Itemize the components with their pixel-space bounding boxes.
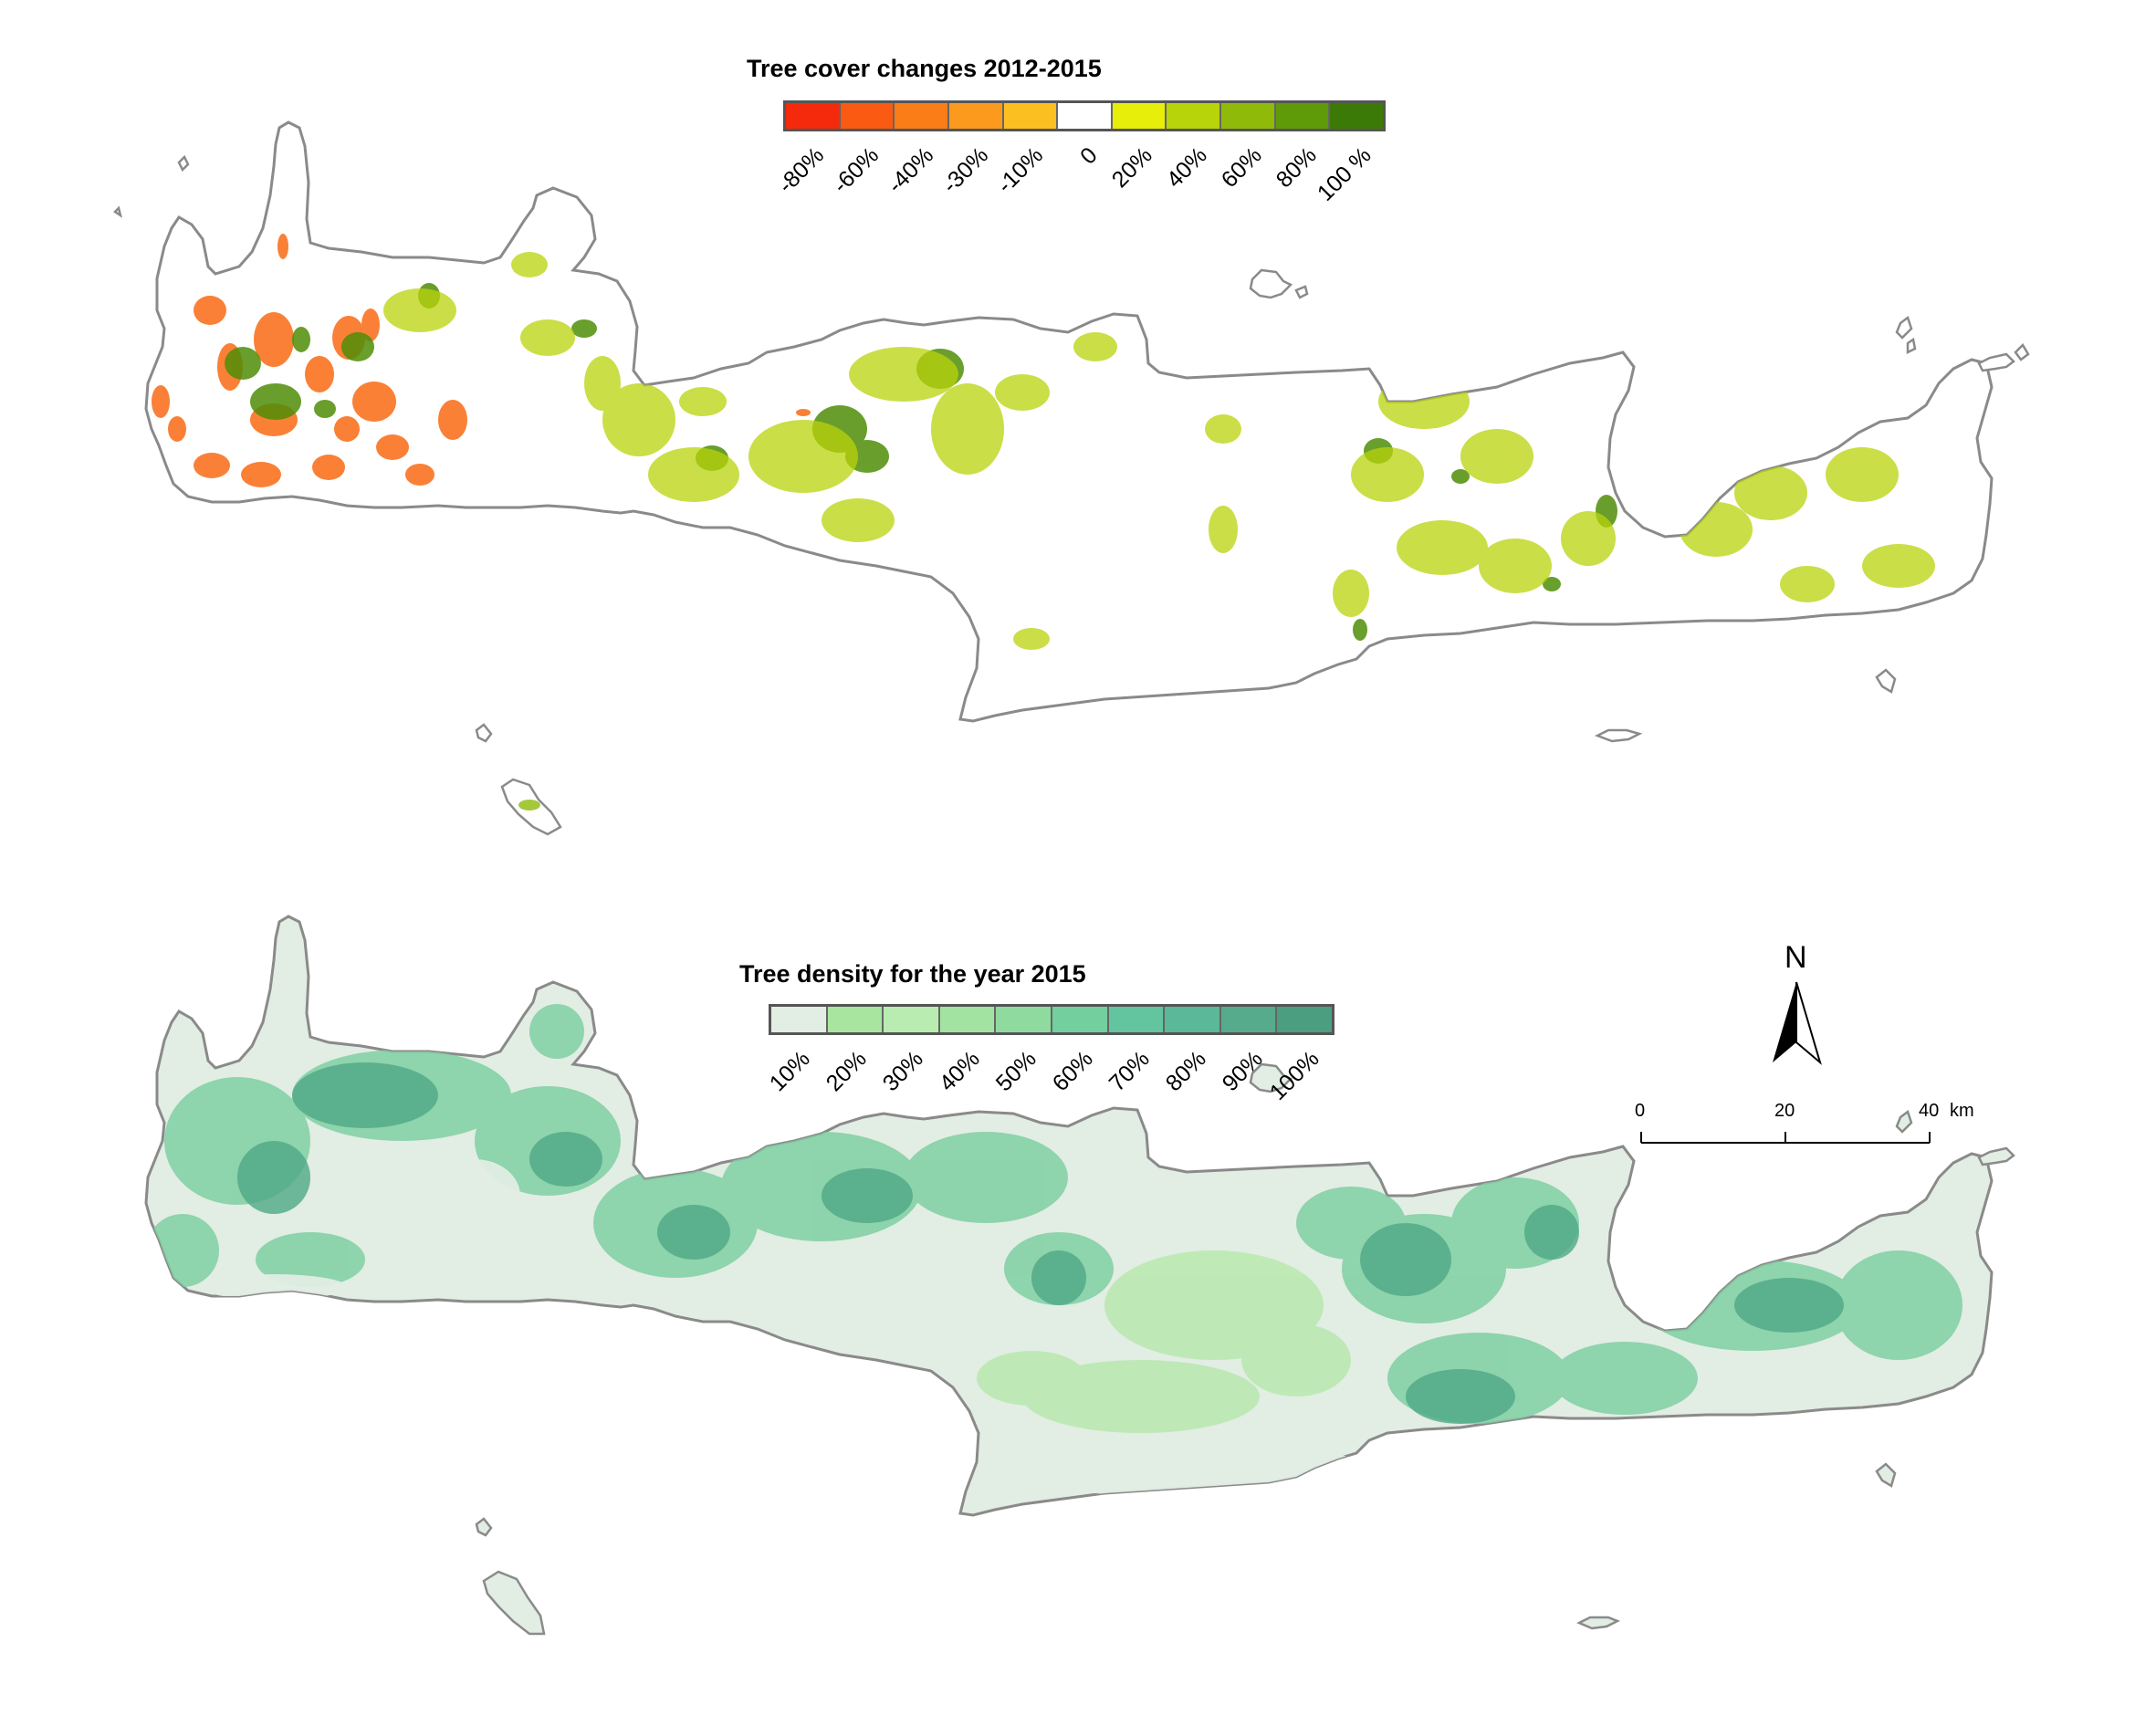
bottom-legend-swatch-0	[771, 1007, 828, 1032]
density-light-patches	[977, 1250, 1351, 1433]
scale-tick-40: 40	[1919, 1101, 1940, 1121]
top-legend-swatch-0	[786, 103, 841, 129]
islets-density	[475, 1062, 2015, 1636]
bottom-legend-label-6: 70%	[1104, 1046, 1155, 1097]
top-legend-swatch-1	[840, 103, 895, 129]
crete-landmass	[144, 120, 1994, 723]
tree-cover-change-map	[113, 120, 2030, 836]
bottom-legend-label-7: 80%	[1160, 1046, 1211, 1097]
tree-density-map	[144, 915, 2015, 1636]
scale-unit: km	[1950, 1101, 1974, 1121]
top-legend-swatch-6	[1112, 103, 1167, 129]
top-legend-swatch-2	[895, 103, 949, 129]
top-legend-swatch-8	[1221, 103, 1276, 129]
top-legend-label-1: -60%	[828, 142, 884, 199]
bottom-legend-label-3: 40%	[934, 1046, 985, 1097]
bottom-legend-swatch-9	[1277, 1007, 1332, 1032]
gain-light-patches	[383, 252, 1935, 650]
top-legend-labels: -80% -60% -40% -30% -10% 0 20% 40% 60% 80% 100 %	[773, 142, 1386, 206]
bottom-legend-bar	[769, 1004, 1334, 1035]
north-arrow-label: N	[1784, 940, 1807, 975]
bottom-legend-label-9: 100%	[1264, 1046, 1324, 1106]
bottom-legend-label-5: 60%	[1047, 1046, 1098, 1097]
scale-tick-0: 0	[1635, 1101, 1646, 1121]
bottom-legend-swatch-7	[1165, 1007, 1221, 1032]
bottom-legend-swatch-4	[996, 1007, 1052, 1032]
bottom-legend-swatch-6	[1108, 1007, 1166, 1032]
bottom-legend-swatch-2	[884, 1007, 940, 1032]
tree-density-patches	[146, 1004, 1962, 1497]
density-high-patches	[237, 1062, 1844, 1424]
top-legend-bar	[783, 100, 1386, 131]
top-legend-label-7: 40%	[1161, 142, 1212, 194]
top-legend-label-2: -40%	[883, 142, 939, 199]
bottom-legend-swatch-8	[1220, 1007, 1278, 1032]
top-legend-swatch-9	[1275, 103, 1331, 129]
bottom-legend-label-2: 30%	[877, 1046, 928, 1097]
bottom-legend-swatch-3	[939, 1007, 997, 1032]
islet-gain-patch	[518, 800, 540, 811]
top-legend-swatch-3	[948, 103, 1004, 129]
top-legend-title: Tree cover changes 2012-2015	[747, 55, 1102, 82]
bottom-legend-label-8: 90%	[1217, 1046, 1268, 1097]
scale-bar	[1640, 1132, 1931, 1144]
top-legend-label-8: 60%	[1216, 142, 1267, 194]
top-legend-label-6: 20%	[1106, 142, 1157, 194]
top-legend-swatch-4	[1003, 103, 1059, 129]
top-legend-label-3: -30%	[937, 142, 994, 199]
north-arrow-icon	[1773, 981, 1822, 1065]
top-legend-swatch-7	[1167, 103, 1222, 129]
bottom-legend-label-1: 20%	[821, 1046, 872, 1097]
bottom-legend-label-4: 50%	[990, 1046, 1041, 1097]
bottom-legend-title: Tree density for the year 2015	[739, 960, 1086, 988]
scale-tick-20: 20	[1774, 1101, 1795, 1121]
bottom-legend-swatch-1	[827, 1007, 884, 1032]
top-legend-label-5: 0	[1075, 142, 1103, 170]
top-legend-swatch-10	[1330, 103, 1384, 129]
top-legend-swatch-5	[1058, 103, 1113, 129]
top-legend-label-4: -10%	[992, 142, 1049, 199]
bottom-legend-labels: 10% 20% 30% 40% 50% 60% 70% 80% 90% 100%	[765, 1046, 1334, 1105]
tree-cover-change-patches	[152, 234, 1935, 650]
bottom-legend-label-0: 10%	[764, 1046, 815, 1097]
bottom-legend-swatch-5	[1052, 1007, 1109, 1032]
